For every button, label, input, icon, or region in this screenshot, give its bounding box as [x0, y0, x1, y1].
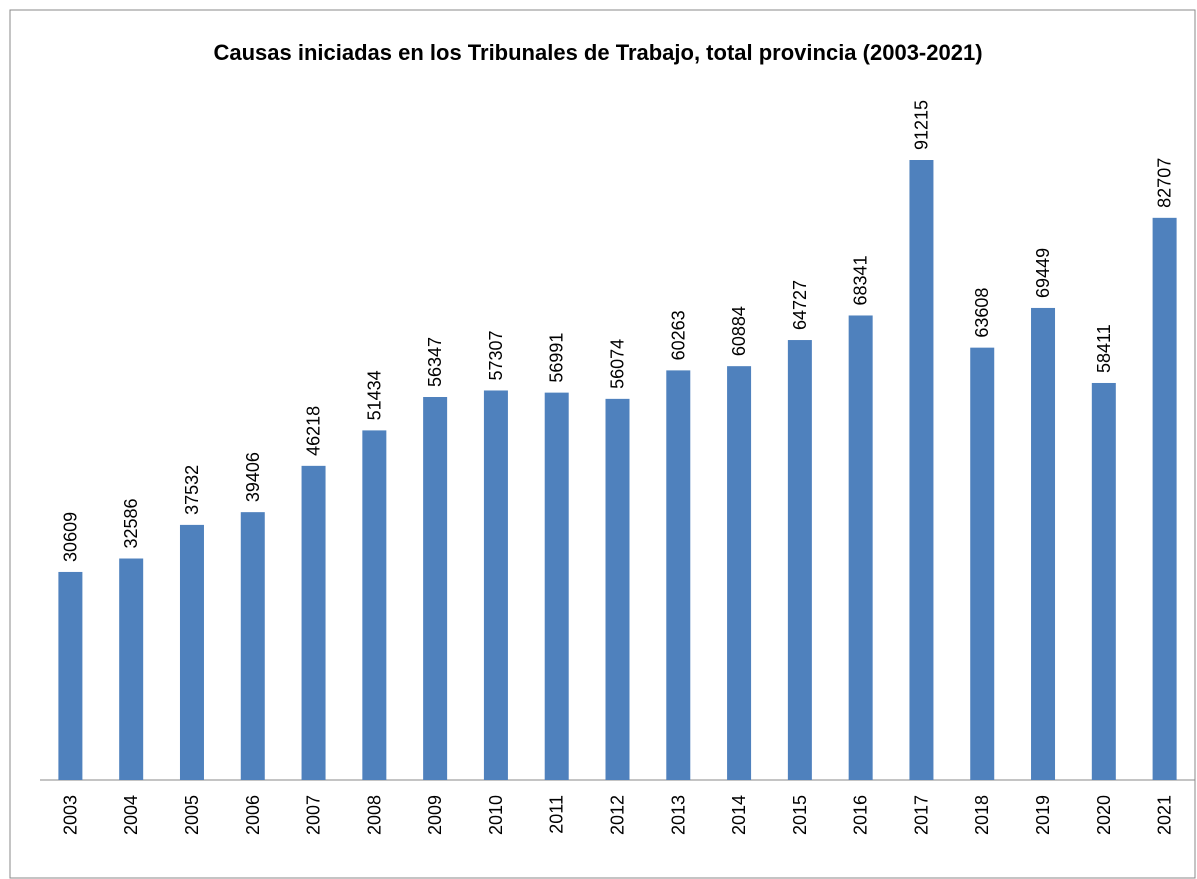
x-tick-label: 2017 [911, 795, 931, 835]
data-label: 56347 [425, 337, 445, 387]
bar [483, 390, 508, 780]
bar [240, 512, 265, 780]
data-label: 60263 [668, 310, 688, 360]
data-label: 91215 [911, 100, 931, 150]
x-tick-label: 2014 [729, 795, 749, 835]
data-label: 30609 [60, 512, 80, 562]
x-tick-label: 2018 [972, 795, 992, 835]
data-label: 51434 [364, 370, 384, 420]
x-tick-label: 2013 [668, 795, 688, 835]
bar [727, 366, 752, 780]
x-tick-label: 2011 [547, 795, 567, 834]
x-tick-label: 2008 [364, 795, 384, 835]
x-tick-label: 2012 [608, 795, 628, 835]
x-tick-label: 2009 [425, 795, 445, 835]
data-label: 60884 [729, 306, 749, 356]
x-tick-label: 2010 [486, 795, 506, 835]
bar [848, 315, 873, 780]
bar [301, 465, 326, 780]
data-label: 46218 [304, 406, 324, 456]
data-label: 63608 [972, 288, 992, 338]
data-label: 69449 [1033, 248, 1053, 298]
bar [666, 370, 691, 780]
x-tick-label: 2006 [243, 795, 263, 835]
bar [1031, 307, 1056, 780]
bar [119, 558, 144, 780]
x-tick-label: 2019 [1033, 795, 1053, 835]
bar [909, 160, 934, 780]
data-label: 64727 [790, 280, 810, 330]
bar [423, 397, 448, 780]
data-label: 58411 [1094, 324, 1114, 373]
x-tick-label: 2015 [790, 795, 810, 835]
bar [544, 392, 569, 780]
data-label: 56991 [547, 333, 567, 383]
bar [787, 340, 812, 780]
bar [1091, 382, 1116, 780]
data-label: 68341 [851, 255, 871, 305]
data-label: 82707 [1155, 158, 1175, 208]
chart-title: Causas iniciadas en los Tribunales de Tr… [213, 40, 982, 65]
data-label: 39406 [243, 452, 263, 502]
bar [58, 571, 83, 780]
bar [179, 524, 204, 780]
x-tick-label: 2004 [121, 795, 141, 835]
x-tick-label: 2007 [304, 795, 324, 835]
data-label: 57307 [486, 330, 506, 380]
data-label: 32586 [121, 498, 141, 548]
bar [362, 430, 387, 780]
bar [605, 398, 630, 780]
bar [1152, 217, 1177, 780]
x-tick-label: 2005 [182, 795, 202, 835]
chart-frame [9, 9, 1196, 879]
x-tick-label: 2016 [851, 795, 871, 835]
data-label: 56074 [608, 339, 628, 389]
x-tick-label: 2021 [1155, 795, 1175, 835]
bar [970, 347, 995, 780]
x-tick-label: 2003 [60, 795, 80, 835]
x-tick-label: 2020 [1094, 795, 1114, 835]
data-label: 37532 [182, 465, 202, 515]
